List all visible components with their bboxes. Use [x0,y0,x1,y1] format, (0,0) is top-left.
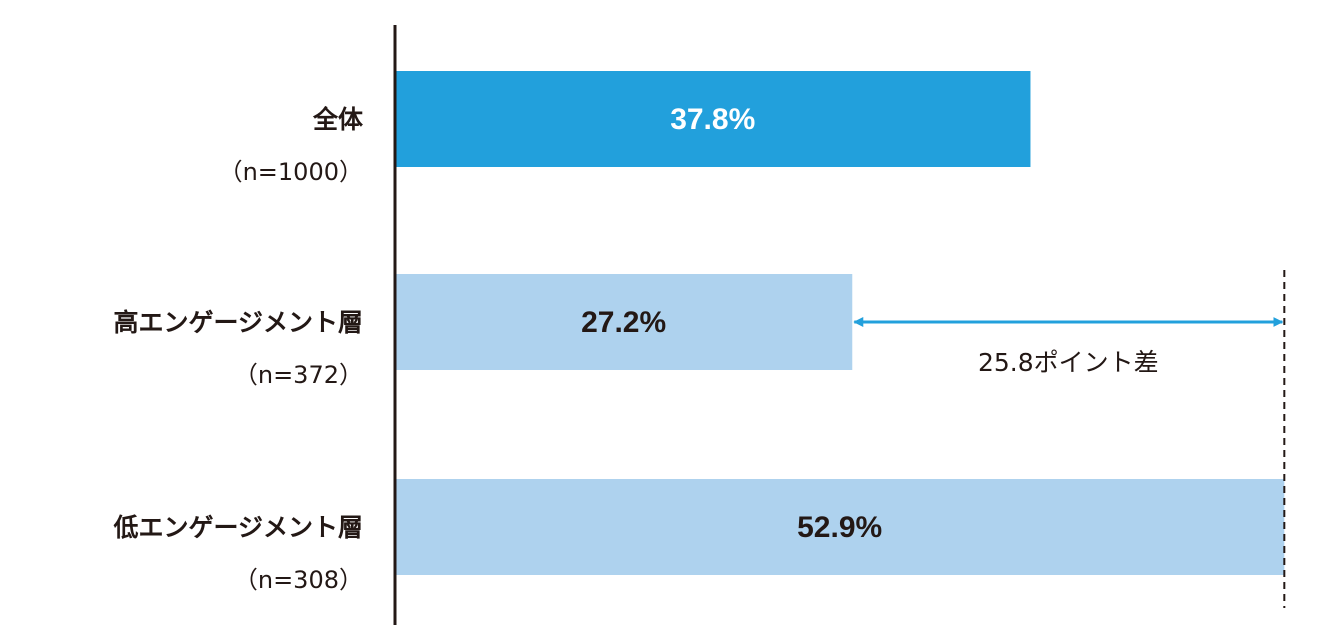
category-label: 低エンゲージメント層 [112,513,363,542]
value-label: 52.9% [797,511,882,544]
bar [395,71,1031,167]
bar [395,274,853,370]
value-label: 37.8% [670,103,755,136]
annotation: 25.8ポイント差 [978,348,1159,377]
category-note: （n=372） [234,361,363,389]
value-label: 27.2% [581,306,666,339]
bar [395,479,1285,575]
category-note: （n=1000） [219,158,363,186]
category-label: 高エンゲージメント層 [113,308,363,337]
category-note: （n=308） [234,566,363,594]
category-label: 全体 [312,105,364,134]
